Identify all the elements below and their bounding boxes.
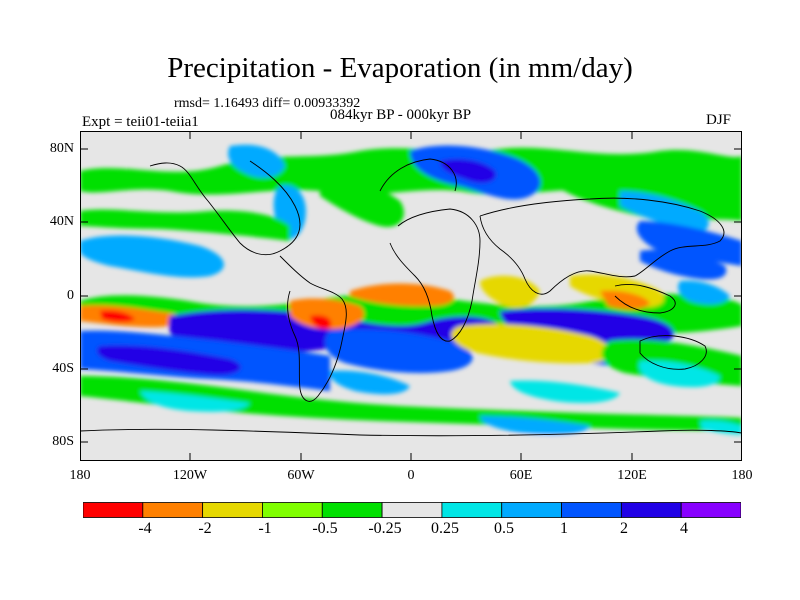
colorbar-label: -4 xyxy=(138,520,152,537)
colorbar-swatch xyxy=(501,502,562,518)
colorbar-swatch xyxy=(441,502,503,518)
period-label: 084kyr BP - 000kyr BP xyxy=(330,107,472,123)
colorbar-swatch xyxy=(620,502,682,518)
lat-label-eq: 0 xyxy=(67,288,74,303)
lon-label-180e: 180 xyxy=(731,468,753,483)
colorbar-label: -2 xyxy=(198,520,212,537)
colorbar-label: -0.25 xyxy=(368,520,402,537)
lat-label-40n: 40N xyxy=(49,214,74,229)
lat-label-80n: 80N xyxy=(49,141,74,156)
lat-label-80s: 80S xyxy=(52,434,74,449)
colorbar-label: 0.5 xyxy=(494,520,514,537)
colorbar-swatch xyxy=(142,502,204,518)
experiment-label: Expt = teii01-teiia1 xyxy=(82,114,199,130)
colorbar xyxy=(83,502,741,518)
colorbar-label: -0.5 xyxy=(312,520,338,537)
lon-label-120e: 120E xyxy=(617,468,647,483)
colorbar-swatch xyxy=(381,502,443,518)
season-label: DJF xyxy=(706,112,732,128)
map-panel xyxy=(80,131,742,461)
colorbar-label: 0.25 xyxy=(431,520,459,537)
lon-label-180w: 180 xyxy=(69,468,91,483)
lon-label-0: 0 xyxy=(407,468,415,483)
coastlines xyxy=(80,158,742,437)
plot-title: Precipitation - Evaporation (in mm/day) xyxy=(167,52,633,84)
colorbar-swatch xyxy=(561,502,622,518)
colorbar-swatch xyxy=(83,502,144,518)
axis-ticks xyxy=(80,131,742,461)
lon-label-120w: 120W xyxy=(172,468,208,483)
lon-label-60w: 60W xyxy=(287,468,315,483)
field-contours xyxy=(80,144,742,461)
colorbar-swatch xyxy=(202,502,263,518)
lon-label-60e: 60E xyxy=(509,468,533,483)
colorbar-swatch xyxy=(262,502,323,518)
lat-label-40s: 40S xyxy=(52,361,74,376)
colorbar-swatch xyxy=(321,502,383,518)
colorbar-swatch xyxy=(680,502,741,518)
stats-line: rmsd= 1.16493 diff= 0.00933392 xyxy=(174,96,361,111)
colorbar-label: 1 xyxy=(560,520,568,537)
colorbar-label: 4 xyxy=(680,520,688,537)
colorbar-label: -1 xyxy=(258,520,272,537)
colorbar-label: 2 xyxy=(620,520,628,537)
